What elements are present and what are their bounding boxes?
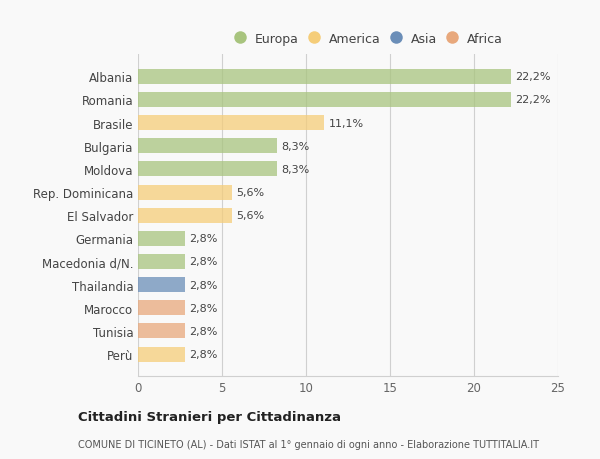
Bar bbox=[138, 208, 232, 223]
Bar bbox=[138, 301, 185, 316]
Text: 11,1%: 11,1% bbox=[329, 118, 364, 129]
Text: 2,8%: 2,8% bbox=[189, 234, 218, 244]
Text: 5,6%: 5,6% bbox=[236, 211, 265, 221]
Bar bbox=[138, 162, 277, 177]
Bar bbox=[138, 185, 232, 200]
Text: 2,8%: 2,8% bbox=[189, 257, 218, 267]
Bar bbox=[138, 324, 185, 339]
Text: 22,2%: 22,2% bbox=[515, 72, 551, 82]
Bar bbox=[138, 116, 325, 131]
Text: 5,6%: 5,6% bbox=[236, 188, 265, 198]
Bar bbox=[138, 93, 511, 108]
Bar bbox=[138, 347, 185, 362]
Bar bbox=[138, 278, 185, 292]
Text: 8,3%: 8,3% bbox=[281, 141, 310, 151]
Bar bbox=[138, 254, 185, 269]
Text: 2,8%: 2,8% bbox=[189, 349, 218, 359]
Text: 2,8%: 2,8% bbox=[189, 280, 218, 290]
Text: 22,2%: 22,2% bbox=[515, 95, 551, 105]
Bar bbox=[138, 139, 277, 154]
Legend: Europa, America, Asia, Africa: Europa, America, Asia, Africa bbox=[232, 29, 506, 50]
Text: 2,8%: 2,8% bbox=[189, 326, 218, 336]
Text: Cittadini Stranieri per Cittadinanza: Cittadini Stranieri per Cittadinanza bbox=[78, 410, 341, 423]
Text: 8,3%: 8,3% bbox=[281, 165, 310, 174]
Text: COMUNE DI TICINETO (AL) - Dati ISTAT al 1° gennaio di ogni anno - Elaborazione T: COMUNE DI TICINETO (AL) - Dati ISTAT al … bbox=[78, 440, 539, 449]
Bar bbox=[138, 70, 511, 85]
Text: 2,8%: 2,8% bbox=[189, 303, 218, 313]
Bar bbox=[138, 231, 185, 246]
